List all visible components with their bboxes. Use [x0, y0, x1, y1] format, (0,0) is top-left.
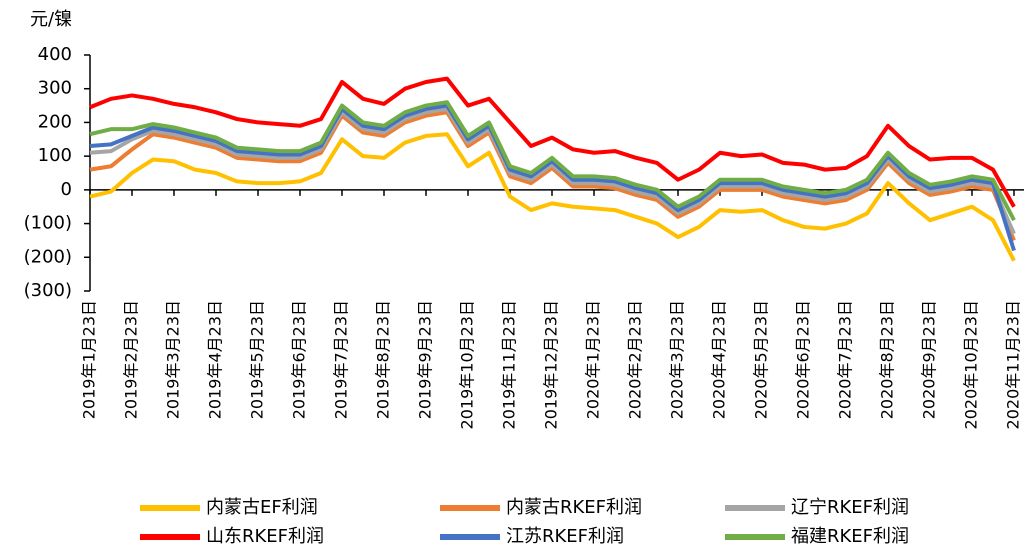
y-tick-label: 100 — [38, 145, 72, 166]
x-tick-label: 2019年6月23日 — [290, 300, 309, 419]
y-unit-label: 元/镍 — [30, 9, 72, 30]
x-tick-label: 2020年3月23日 — [668, 300, 687, 419]
x-tick-label: 2020年6月23日 — [794, 300, 813, 419]
legend-label: 福建RKEF利润 — [791, 526, 909, 547]
x-tick-label: 2020年2月23日 — [626, 300, 645, 419]
x-tick-label: 2019年10月23日 — [458, 300, 477, 429]
y-tick-label: 0 — [61, 179, 72, 200]
x-tick-label: 2019年8月23日 — [374, 300, 393, 419]
series-line — [89, 110, 1016, 242]
x-tick-label: 2019年2月23日 — [122, 300, 141, 419]
x-tick-label: 2020年8月23日 — [878, 300, 897, 419]
y-tick-label: 200 — [38, 111, 72, 132]
y-tick-label: (200) — [24, 246, 72, 267]
series-line — [89, 106, 1016, 235]
x-tick-label: 2019年7月23日 — [332, 300, 351, 419]
y-tick-label: (300) — [24, 280, 72, 301]
x-tick-label: 2020年9月23日 — [920, 300, 939, 419]
x-tick-label: 2019年9月23日 — [416, 300, 435, 419]
x-tick-label: 2020年4月23日 — [710, 300, 729, 419]
y-tick-label: 300 — [38, 78, 72, 99]
legend-label: 内蒙古EF利润 — [206, 497, 318, 518]
x-tick-label: 2020年5月23日 — [752, 300, 771, 419]
series-line — [89, 132, 1016, 262]
x-tick-label: 2020年7月23日 — [836, 300, 855, 419]
series-line — [89, 103, 1016, 252]
x-tick-label: 2020年11月23日 — [1004, 300, 1023, 429]
legend-label: 辽宁RKEF利润 — [791, 497, 909, 518]
x-tick-label: 2019年11月23日 — [500, 300, 519, 429]
y-tick-label: 400 — [38, 44, 72, 65]
x-tick-label: 2019年1月23日 — [80, 300, 99, 419]
legend-label: 内蒙古RKEF利润 — [506, 497, 642, 518]
legend-label: 江苏RKEF利润 — [506, 526, 624, 547]
x-tick-label: 2019年12月23日 — [542, 300, 561, 429]
x-tick-label: 2019年4月23日 — [206, 300, 225, 419]
x-tick-label: 2020年10月23日 — [962, 300, 981, 429]
series-line — [89, 100, 1016, 222]
series-line — [89, 76, 1016, 208]
x-tick-label: 2020年1月23日 — [584, 300, 603, 419]
y-tick-label: (100) — [24, 213, 72, 234]
legend-label: 山东RKEF利润 — [206, 526, 324, 547]
x-tick-label: 2019年5月23日 — [248, 300, 267, 419]
x-tick-label: 2019年3月23日 — [164, 300, 183, 419]
